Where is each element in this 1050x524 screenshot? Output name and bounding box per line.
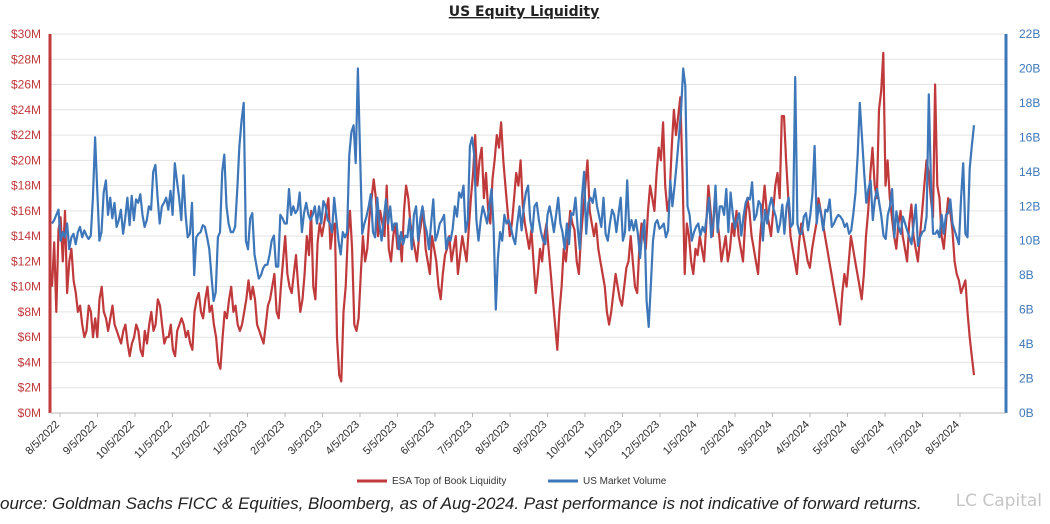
y-left-tick-label: $6M <box>18 330 41 344</box>
x-tick-label: 8/5/2024 <box>923 419 962 458</box>
gridlines <box>50 33 1006 414</box>
x-tick-label: 4/5/2023 <box>323 419 362 458</box>
y-right-tick-label: 22B <box>1019 27 1040 41</box>
y-right-tick-label: 10B <box>1019 234 1040 248</box>
x-tick-label: 12/5/2023 <box>619 419 662 462</box>
x-tick-label: 11/5/2023 <box>582 419 625 462</box>
y-left-tick-label: $26M <box>11 78 41 92</box>
x-tick-label: 2/5/2023 <box>248 419 287 458</box>
y-left-tick-label: $18M <box>11 179 41 193</box>
y-left-tick-label: $24M <box>11 103 41 117</box>
x-tick-label: 3/5/2024 <box>736 419 775 458</box>
x-tick-label: 4/5/2024 <box>773 419 812 458</box>
y-right-tick-label: 16B <box>1019 130 1040 144</box>
y-left-tick-label: $8M <box>18 305 41 319</box>
source-note: ource: Goldman Sachs FICC & Equities, Bl… <box>0 494 922 513</box>
x-tick-label: 10/5/2023 <box>544 419 587 462</box>
legend: ESA Top of Book Liquidity US Market Volu… <box>357 476 667 487</box>
y-right-tick-label: 2B <box>1019 372 1034 386</box>
x-tick-label: 12/5/2022 <box>169 419 212 462</box>
x-tick-label: 10/5/2022 <box>94 419 137 462</box>
legend-label-liquidity: ESA Top of Book Liquidity <box>392 476 506 487</box>
watermark: LC Capital <box>955 491 1042 511</box>
series-lines <box>50 51 976 383</box>
y-right-tick-label: 20B <box>1019 61 1040 75</box>
x-tick-label: 3/5/2023 <box>286 419 325 458</box>
y-right-tick-label: 18B <box>1019 96 1040 110</box>
x-tick-label: 6/5/2023 <box>398 419 437 458</box>
y-left-tick-label: $16M <box>11 204 41 218</box>
legend-label-volume: US Market Volume <box>583 476 667 487</box>
x-tick-label: 2/5/2024 <box>698 419 737 458</box>
y-left-tick-label: $14M <box>11 229 41 243</box>
x-tick-label: 7/5/2023 <box>436 419 475 458</box>
y-left-tick-label: $20M <box>11 153 41 167</box>
x-tick-label: 8/5/2022 <box>23 419 62 458</box>
axes: $0M $2M $4M $6M $8M $10M $12M $14M $16M $18M $20M $… <box>11 27 1040 462</box>
y-right-tick-label: 12B <box>1019 199 1040 213</box>
y-right-tick-label: 4B <box>1019 337 1034 351</box>
x-tick-label: 5/5/2023 <box>361 419 400 458</box>
y-right-tick-label: 6B <box>1019 303 1034 317</box>
y-left-tick-label: $10M <box>11 280 41 294</box>
y-right-tick-label: 8B <box>1019 268 1034 282</box>
y-left-tick-label: $0M <box>18 406 41 420</box>
x-tick-label: 6/5/2024 <box>848 419 887 458</box>
series-line-volume <box>51 67 976 328</box>
x-tick-label: 1/5/2024 <box>661 419 700 458</box>
y-left-tick-label: $4M <box>18 355 41 369</box>
x-tick-label: 9/5/2022 <box>61 419 100 458</box>
y-left-tick-label: $28M <box>11 52 41 66</box>
x-tick-label: 1/5/2023 <box>211 419 250 458</box>
y-right-tick-label: 0B <box>1019 406 1034 420</box>
x-tick-label: 11/5/2022 <box>132 419 175 462</box>
chart-title: US Equity Liquidity <box>449 4 600 20</box>
y-left-tick-label: $2M <box>18 381 41 395</box>
y-left-tick-label: $12M <box>11 254 41 268</box>
x-tick-label: 9/5/2023 <box>511 419 550 458</box>
y-left-tick-label: $30M <box>11 27 41 41</box>
x-tick-label: 5/5/2024 <box>811 419 850 458</box>
y-left-tick-label: $22M <box>11 128 41 142</box>
x-tick-label: 7/5/2024 <box>886 419 925 458</box>
y-right-tick-label: 14B <box>1019 165 1040 179</box>
x-tick-label: 8/5/2023 <box>473 419 512 458</box>
